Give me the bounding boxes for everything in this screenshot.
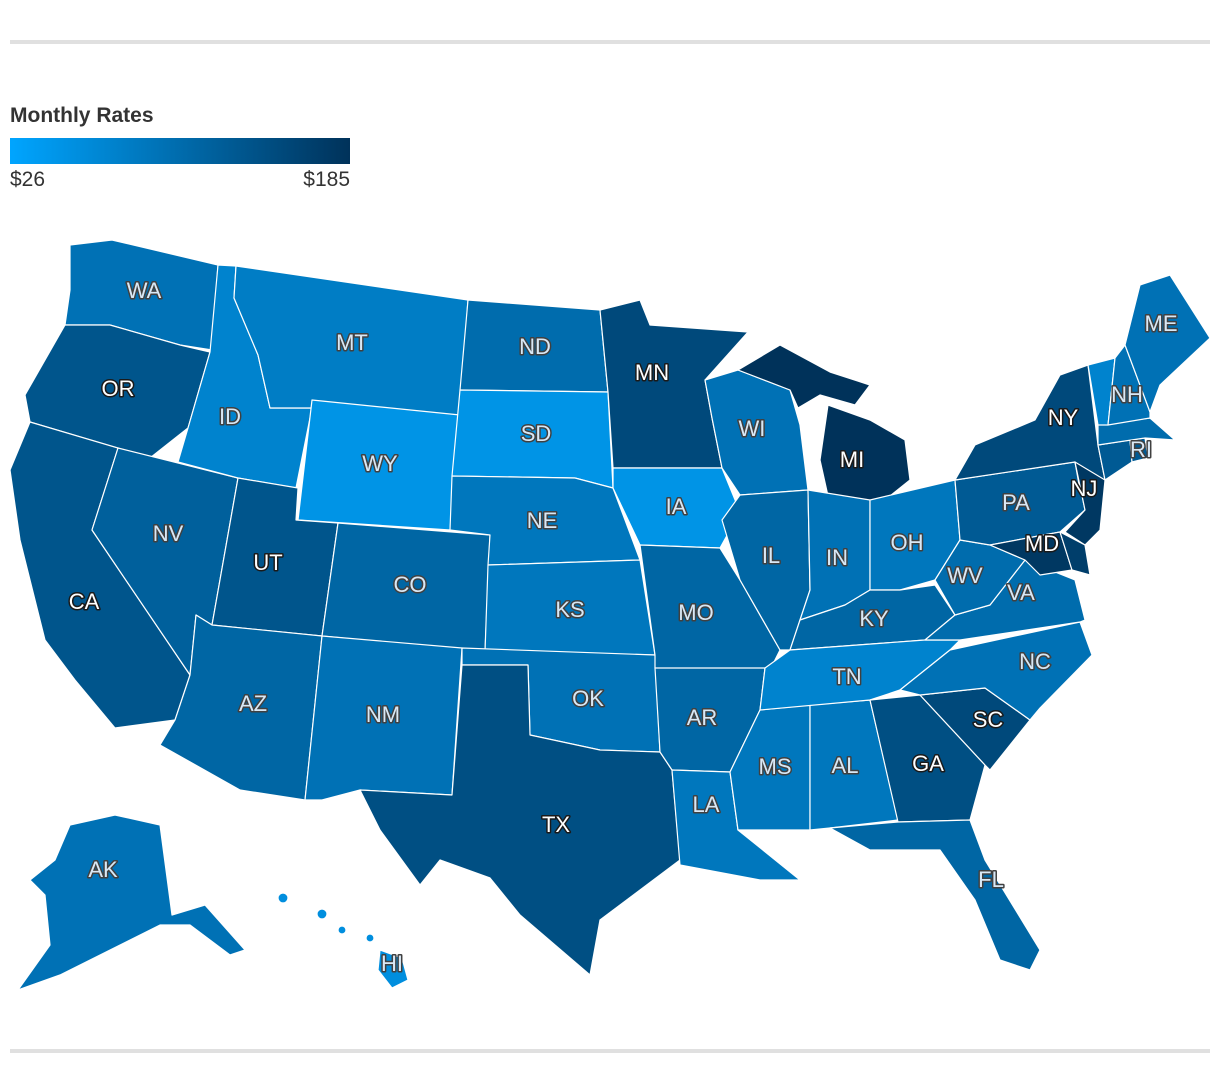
- state-label-mo: MO: [678, 600, 713, 625]
- state-label-tx: TX: [542, 812, 570, 837]
- legend-min-label: $26: [10, 168, 46, 191]
- state-label-pa: PA: [1002, 490, 1030, 515]
- state-label-nc: NC: [1019, 649, 1051, 674]
- state-label-sc: SC: [973, 707, 1004, 732]
- state-label-ny: NY: [1048, 405, 1079, 430]
- state-label-or: OR: [102, 376, 135, 401]
- color-legend: Monthly Rates $26 $185: [10, 102, 350, 194]
- state-label-wi: WI: [739, 416, 766, 441]
- state-fl[interactable]: [829, 819, 1041, 971]
- state-label-hi: HI: [381, 951, 403, 976]
- state-shapes: [9, 239, 1211, 991]
- state-label-ks: KS: [555, 597, 584, 622]
- state-de[interactable]: [1059, 531, 1091, 576]
- legend-gradient-bar: [10, 138, 350, 164]
- state-label-me: ME: [1145, 311, 1178, 336]
- state-label-wa: WA: [127, 278, 162, 303]
- state-label-la: LA: [693, 792, 720, 817]
- state-label-ak: AK: [88, 857, 118, 882]
- state-label-nv: NV: [153, 521, 184, 546]
- state-tx[interactable]: [359, 664, 681, 976]
- state-label-nh: NH: [1111, 382, 1143, 407]
- state-label-az: AZ: [239, 691, 267, 716]
- state-label-ca: CA: [69, 589, 100, 614]
- state-label-in: IN: [826, 545, 848, 570]
- state-label-oh: OH: [891, 530, 924, 555]
- state-label-va: VA: [1007, 580, 1035, 605]
- state-label-ut: UT: [253, 550, 282, 575]
- state-label-ms: MS: [759, 754, 792, 779]
- state-label-wv: WV: [947, 563, 983, 588]
- state-me[interactable]: [1124, 274, 1211, 413]
- top-divider: [10, 40, 1210, 44]
- state-label-mt: MT: [336, 330, 368, 355]
- state-label-md: MD: [1025, 531, 1059, 556]
- legend-title: Monthly Rates: [10, 104, 154, 127]
- state-label-id: ID: [219, 404, 241, 429]
- state-label-fl: FL: [978, 867, 1004, 892]
- state-label-ar: AR: [687, 705, 718, 730]
- legend-scale-labels: $26 $185: [10, 168, 350, 194]
- state-label-nj: NJ: [1071, 476, 1098, 501]
- state-hi[interactable]: [277, 892, 409, 989]
- bottom-divider: [10, 1049, 1210, 1053]
- state-label-al: AL: [832, 753, 859, 778]
- state-label-mi: MI: [840, 447, 864, 472]
- state-mi[interactable]: [737, 344, 911, 506]
- state-label-sd: SD: [521, 421, 552, 446]
- state-label-wy: WY: [362, 451, 398, 476]
- state-md[interactable]: [989, 531, 1073, 576]
- state-label-nm: NM: [366, 702, 400, 727]
- state-labels: WA OR CA NV ID MT WY UT AZ CO NM ND SD N…: [67, 276, 1179, 977]
- state-label-tn: TN: [832, 664, 861, 689]
- state-label-ri: RI: [1130, 437, 1152, 462]
- state-label-ne: NE: [527, 508, 558, 533]
- state-label-ky: KY: [859, 606, 889, 631]
- state-label-ga: GA: [912, 751, 944, 776]
- state-nc[interactable]: [899, 621, 1093, 721]
- state-label-mn: MN: [635, 360, 669, 385]
- state-label-il: IL: [762, 543, 780, 568]
- state-ak[interactable]: [17, 814, 246, 991]
- state-label-ia: IA: [666, 494, 687, 519]
- state-nh[interactable]: [1107, 344, 1151, 426]
- state-label-nd: ND: [519, 334, 551, 359]
- state-ga[interactable]: [869, 694, 986, 823]
- state-label-co: CO: [394, 572, 427, 597]
- legend-max-label: $185: [303, 168, 350, 191]
- state-label-ok: OK: [572, 686, 604, 711]
